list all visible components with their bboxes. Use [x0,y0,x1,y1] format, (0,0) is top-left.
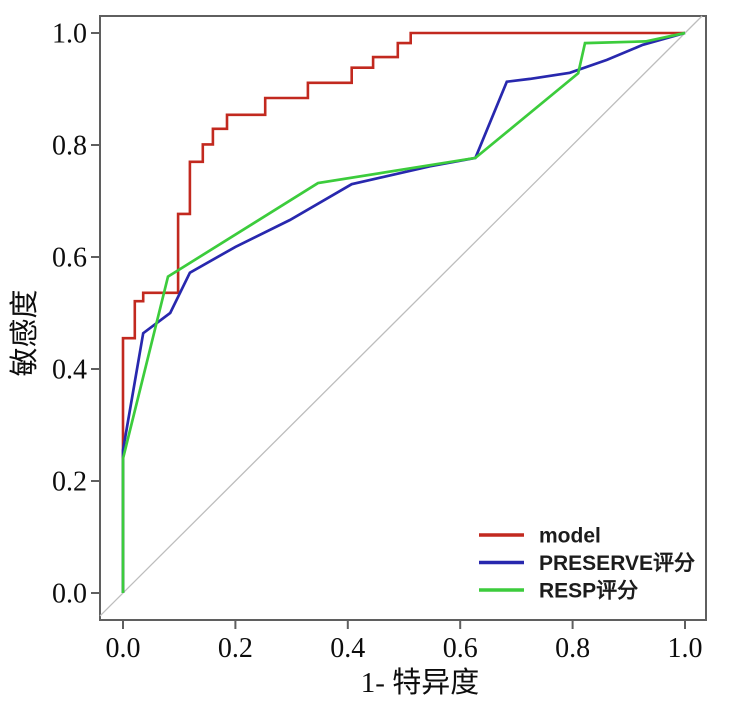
y-axis-tick-label: 0.2 [52,467,87,498]
y-axis-tick-label: 0.8 [52,131,87,162]
series-layer [99,15,703,617]
x-axis-tick-label: 0.0 [106,633,141,664]
x-axis-tick-label: 0.2 [218,633,253,664]
model-curve [121,31,685,593]
plot-border [99,15,707,621]
resp-curve [121,31,686,593]
y-axis-tick-label: 0.0 [52,579,87,610]
legend-item-label: RESP评分 [539,580,638,603]
legend-item: RESP评分 [479,580,638,603]
y-axis-tick-label: 1.0 [52,19,87,50]
legend-item-label: PRESERVE评分 [539,552,695,575]
x-axis-tick-label: 0.6 [443,633,478,664]
legend-item: model [479,525,601,548]
axes-layer: 0.0 0.2 0.4 0.6 0.8 1.0 0.0 0.2 0.4 0.6 0.8 1.0 [52,15,707,664]
x-axis-tick-label: 1.0 [668,633,703,664]
y-axis-label: 敏感度 [8,289,41,376]
diagonal-reference-line [99,15,703,617]
legend-item-label: model [539,525,601,548]
y-axis-tick-label: 0.6 [52,243,87,274]
legend: model PRESERVE评分 RESP评分 [479,525,695,603]
legend-item: PRESERVE评分 [479,552,695,575]
x-axis-tick-label: 0.4 [330,633,365,664]
y-axis-tick-label: 0.4 [52,355,87,386]
x-axis-tick-label: 0.8 [555,633,590,664]
x-axis-label: 1- 特异度 [361,666,479,699]
